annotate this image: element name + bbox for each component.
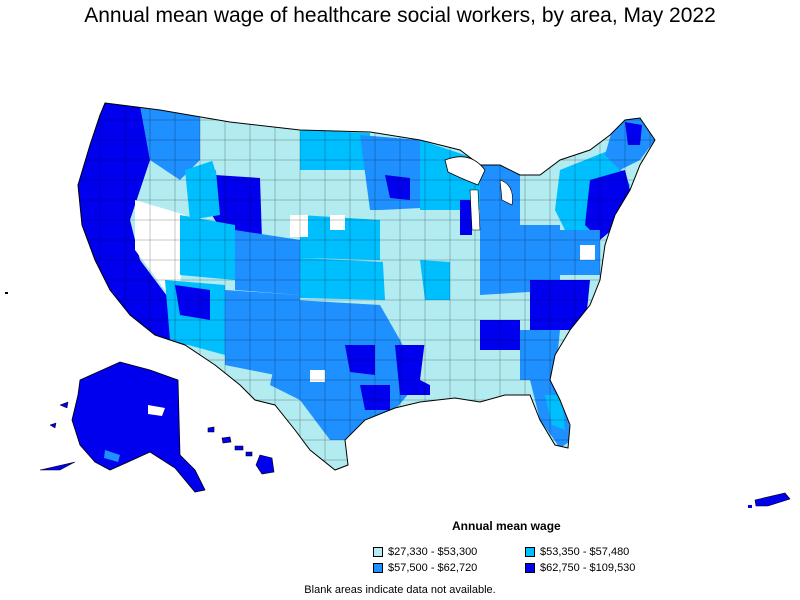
region-north-dakota bbox=[300, 130, 370, 170]
region-maine-north bbox=[625, 122, 642, 145]
lake-michigan bbox=[469, 189, 481, 231]
hawaii bbox=[207, 426, 275, 475]
region-utah bbox=[180, 215, 235, 280]
region-pacific-northwest bbox=[140, 105, 200, 180]
legend-swatch-tier-1 bbox=[373, 547, 383, 557]
region-kansas bbox=[300, 258, 385, 300]
legend-label-tier-3: $57,500 - $62,720 bbox=[388, 562, 478, 574]
region-north-carolina bbox=[530, 280, 590, 330]
region-south-carolina bbox=[520, 330, 560, 380]
region-new-england-south bbox=[585, 170, 635, 240]
region-nevada-blank bbox=[135, 200, 185, 290]
legend-item-tier-4: $62,750 - $109,530 bbox=[525, 562, 635, 574]
legend-title: Annual mean wage bbox=[452, 519, 561, 533]
puerto-rico bbox=[748, 492, 791, 508]
legend-swatch-tier-3 bbox=[373, 563, 383, 573]
region-phoenix bbox=[175, 285, 210, 320]
region-south-dakota bbox=[300, 170, 370, 215]
alaska-blank bbox=[148, 405, 165, 416]
lake-superior bbox=[444, 156, 486, 186]
conus-outline bbox=[77, 102, 656, 471]
legend-swatch-tier-2 bbox=[525, 547, 535, 557]
region-colorado bbox=[235, 230, 300, 295]
alaska-patch bbox=[104, 450, 120, 462]
alaska bbox=[39, 361, 206, 493]
blank-areas-note: Blank areas indicate data not available. bbox=[304, 584, 496, 596]
legend-item-tier-1: $27,330 - $53,300 bbox=[373, 546, 477, 558]
lake-huron bbox=[499, 179, 513, 206]
map-dot bbox=[5, 292, 8, 294]
region-mid-atlantic-blank bbox=[580, 245, 595, 260]
alaska-islands bbox=[39, 401, 76, 471]
region-chicago bbox=[460, 200, 472, 235]
alaska-shape bbox=[71, 361, 206, 493]
legend-item-tier-3: $57,500 - $62,720 bbox=[373, 562, 477, 574]
region-blank-dakota bbox=[330, 215, 345, 230]
region-blank-wyoming bbox=[290, 215, 308, 237]
region-texas-blank bbox=[310, 370, 325, 382]
legend-item-tier-2: $53,350 - $57,480 bbox=[525, 546, 629, 558]
region-louisiana bbox=[395, 345, 430, 395]
legend-label-tier-4: $62,750 - $109,530 bbox=[540, 562, 636, 574]
region-nebraska bbox=[300, 215, 380, 260]
legend-swatch-tier-4 bbox=[525, 563, 535, 573]
map-title: Annual mean wage of healthcare social wo… bbox=[84, 4, 716, 27]
region-minneapolis bbox=[385, 175, 410, 200]
region-minnesota bbox=[360, 135, 420, 210]
region-idaho bbox=[185, 160, 220, 220]
legend-label-tier-1: $27,330 - $53,300 bbox=[388, 546, 478, 558]
legend-label-tier-2: $53,350 - $57,480 bbox=[540, 546, 630, 558]
